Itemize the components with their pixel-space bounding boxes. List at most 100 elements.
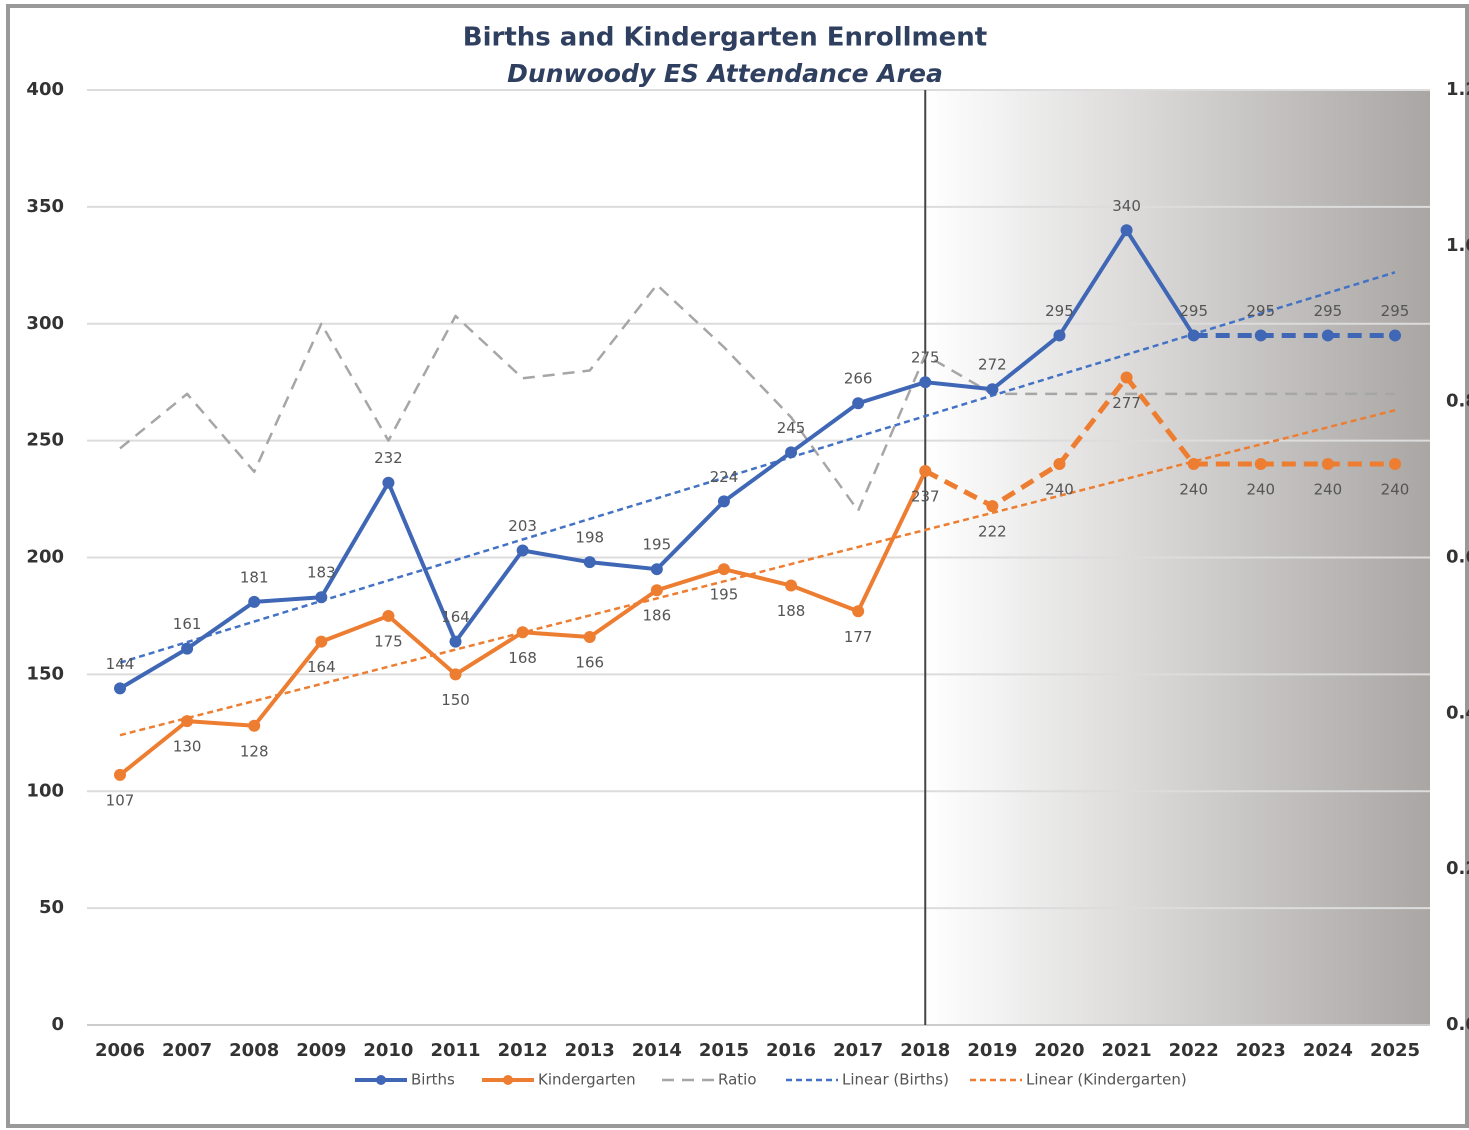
legend-marker xyxy=(376,1075,386,1085)
x-tick-label: 2006 xyxy=(95,1040,145,1061)
data-point xyxy=(650,584,663,597)
data-label: 340 xyxy=(1112,197,1141,215)
legend-marker xyxy=(503,1075,513,1085)
data-point xyxy=(717,495,730,508)
x-tick-label: 2010 xyxy=(363,1040,413,1061)
data-label: 161 xyxy=(173,615,202,633)
legend-label: Linear (Kindergarten) xyxy=(1026,1071,1187,1089)
data-point xyxy=(315,591,328,604)
data-label: 183 xyxy=(307,564,336,582)
data-label: 232 xyxy=(374,449,403,467)
data-label: 295 xyxy=(1246,302,1275,320)
data-label: 150 xyxy=(441,691,470,709)
x-tick-label: 2025 xyxy=(1370,1040,1420,1061)
data-point xyxy=(114,768,126,781)
data-point xyxy=(516,626,529,639)
series-line xyxy=(119,271,1396,664)
data-point xyxy=(1321,329,1334,342)
data-point xyxy=(449,635,462,648)
x-tick-label: 2014 xyxy=(632,1040,682,1061)
y2-tick-label: 0.8 xyxy=(1446,391,1469,412)
data-label: 164 xyxy=(441,608,470,626)
data-point xyxy=(852,397,865,410)
data-point xyxy=(583,630,596,643)
data-point xyxy=(181,642,194,655)
y-tick-label: 200 xyxy=(26,547,64,568)
data-point xyxy=(986,383,999,396)
y2-tick-label: 1.0 xyxy=(1446,235,1469,256)
data-point xyxy=(785,579,798,592)
data-label: 295 xyxy=(1314,302,1343,320)
x-tick-label: 2024 xyxy=(1303,1040,1353,1061)
x-tick-label: 2009 xyxy=(296,1040,346,1061)
data-label: 130 xyxy=(173,738,202,756)
data-label: 175 xyxy=(374,632,403,650)
data-label: 224 xyxy=(710,468,739,486)
legend-label: Ratio xyxy=(718,1071,757,1089)
data-point xyxy=(785,446,798,459)
y-tick-label: 0 xyxy=(51,1014,64,1035)
data-label: 240 xyxy=(1179,481,1208,499)
y-tick-label: 100 xyxy=(26,780,64,801)
data-point xyxy=(382,609,395,622)
data-point xyxy=(717,563,730,576)
data-point xyxy=(181,715,194,728)
data-label: 195 xyxy=(643,536,672,554)
x-tick-label: 2020 xyxy=(1034,1040,1084,1061)
data-point xyxy=(1120,224,1133,237)
x-tick-label: 2015 xyxy=(699,1040,749,1061)
data-point xyxy=(919,376,932,389)
x-tick-label: 2013 xyxy=(565,1040,615,1061)
y2-tick-label: 0.0 xyxy=(1446,1014,1469,1035)
y2-tick-label: 0.6 xyxy=(1446,547,1469,568)
data-label: 166 xyxy=(575,653,604,671)
x-tick-label: 2016 xyxy=(766,1040,816,1061)
data-point xyxy=(583,556,596,569)
data-point xyxy=(1389,458,1401,470)
data-label: 164 xyxy=(307,658,336,676)
y-tick-label: 50 xyxy=(39,897,64,918)
legend-label: Linear (Births) xyxy=(842,1071,949,1089)
legend-label: Births xyxy=(411,1071,455,1089)
data-label: 240 xyxy=(1246,481,1275,499)
data-label: 240 xyxy=(1045,481,1074,499)
chart-title: Births and Kindergarten Enrollment xyxy=(463,23,987,53)
y2-tick-label: 0.2 xyxy=(1446,858,1469,879)
data-label: 295 xyxy=(1381,302,1410,320)
data-point xyxy=(449,668,462,681)
data-label: 222 xyxy=(978,523,1007,541)
y2-tick-label: 0.4 xyxy=(1446,702,1469,723)
data-point xyxy=(1389,329,1401,342)
data-label: 203 xyxy=(508,517,537,535)
legend-label: Kindergarten xyxy=(538,1071,636,1089)
data-point xyxy=(516,544,529,557)
data-point xyxy=(315,635,328,648)
data-label: 177 xyxy=(844,628,873,646)
y-tick-label: 300 xyxy=(26,313,64,334)
data-label: 272 xyxy=(978,356,1007,374)
data-point xyxy=(1120,371,1133,384)
data-point xyxy=(1053,329,1066,342)
y-tick-label: 350 xyxy=(26,196,64,217)
data-label: 181 xyxy=(240,568,269,586)
data-point xyxy=(1321,458,1334,470)
x-tick-label: 2018 xyxy=(900,1040,950,1061)
x-tick-label: 2022 xyxy=(1169,1040,1219,1061)
data-point xyxy=(1254,329,1267,342)
data-label: 240 xyxy=(1314,481,1343,499)
data-point xyxy=(382,476,395,489)
data-label: 198 xyxy=(575,529,604,547)
data-point xyxy=(1187,329,1200,342)
x-tick-label: 2007 xyxy=(162,1040,212,1061)
chart-subtitle: Dunwoody ES Attendance Area xyxy=(507,59,943,88)
series-line xyxy=(924,375,1395,509)
data-label: 128 xyxy=(240,742,269,760)
y-tick-label: 250 xyxy=(26,430,64,451)
x-tick-label: 2017 xyxy=(833,1040,883,1061)
data-label: 195 xyxy=(710,586,739,604)
data-label: 168 xyxy=(508,649,537,667)
x-tick-label: 2021 xyxy=(1102,1040,1152,1061)
data-point xyxy=(1254,458,1267,470)
